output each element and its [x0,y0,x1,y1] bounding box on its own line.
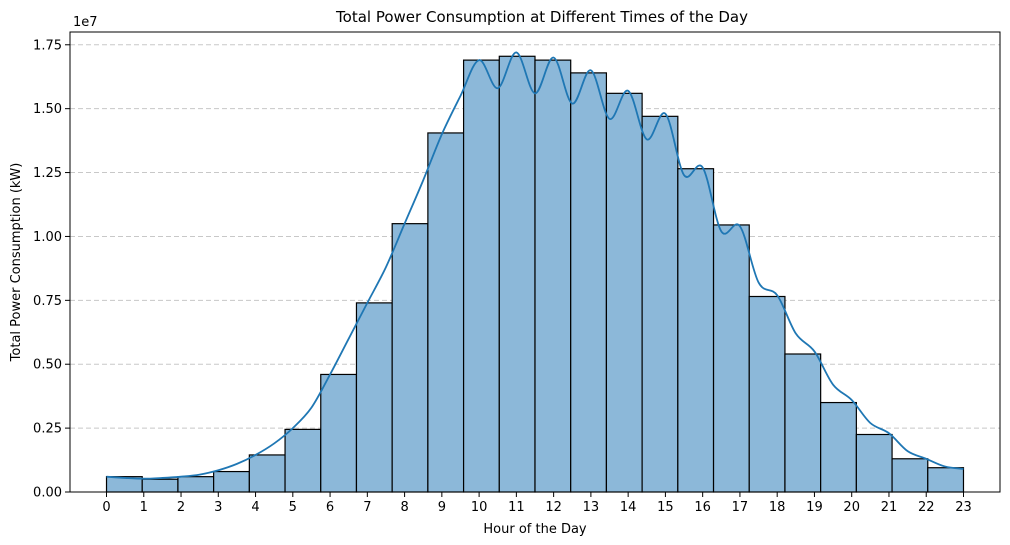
histogram-bar [213,470,250,493]
x-axis-label: Hour of the Day [483,522,587,537]
histogram-bar [570,72,608,493]
y-tick-label: 1.75 [33,38,62,53]
histogram-bar [784,353,822,493]
histogram-bar [677,168,715,493]
y-tick-label: 1.00 [33,230,62,245]
x-tick-label: 23 [955,500,972,515]
y-tick-label: 0.75 [33,294,62,309]
histogram-bar [927,467,965,493]
bars [105,55,965,493]
x-tick-label: 21 [881,500,898,515]
histogram-bar [284,428,322,493]
y-tick-label: 0.00 [33,486,62,501]
x-tick-label: 10 [471,500,488,515]
x-tick-label: 8 [400,500,408,515]
x-tick-label: 0 [102,500,110,515]
x-tick-label: 4 [251,500,259,515]
y-ticks: 0.00 0.25 0.50 0.75 1.00 1.25 1.50 1.75 [33,38,70,501]
y-tick-label: 0.25 [33,422,62,437]
x-tick-label: 3 [214,500,222,515]
histogram-bar [391,223,429,493]
histogram-bar [855,433,893,493]
histogram-bar [141,478,179,493]
x-tick-label: 19 [806,500,823,515]
histogram-bar [891,458,929,493]
x-tick-label: 15 [657,500,674,515]
histogram-bar [355,302,393,493]
kde-curve [106,51,964,480]
y-axis-label: Total Power Consumption (kW) [9,163,24,363]
histogram-bar [248,454,286,493]
histogram-bar [498,55,536,493]
x-tick-label: 16 [694,500,711,515]
x-tick-label: 17 [732,500,749,515]
x-tick-label: 12 [545,500,562,515]
x-ticks: 0 1 2 3 4 5 6 7 8 9 10 11 12 13 14 15 16 17 18 19 20 21 22 23 [102,492,972,515]
histogram-bar [462,59,500,493]
x-tick-label: 7 [363,500,371,515]
histogram-bar [177,476,215,493]
y-scale-label: 1e7 [73,15,98,30]
y-tick-label: 1.25 [33,166,62,181]
x-tick-label: 2 [177,500,185,515]
x-tick-label: 22 [918,500,935,515]
x-tick-label: 1 [140,500,148,515]
histogram-bar [641,115,679,493]
x-tick-label: 6 [326,500,334,515]
y-tick-label: 0.50 [33,358,62,373]
histogram-bar [320,373,358,493]
kde-curve-layer [106,51,964,480]
histogram-bar [427,132,465,493]
histogram-bar [605,92,643,493]
plot-frame [69,31,1001,493]
x-tick-label: 9 [438,500,446,515]
chart-title: Total Power Consumption at Different Tim… [335,8,748,26]
x-tick-label: 11 [508,500,525,515]
histogram-bar [534,59,572,493]
x-tick-label: 20 [843,500,860,515]
histogram-bar [712,224,750,493]
y-tick-label: 1.50 [33,102,62,117]
x-tick-label: 18 [769,500,786,515]
axes [69,31,1001,493]
histogram-bar [820,401,857,493]
histogram-bar [748,295,786,493]
x-tick-label: 13 [583,500,600,515]
x-tick-label: 5 [289,500,297,515]
x-tick-label: 14 [620,500,637,515]
